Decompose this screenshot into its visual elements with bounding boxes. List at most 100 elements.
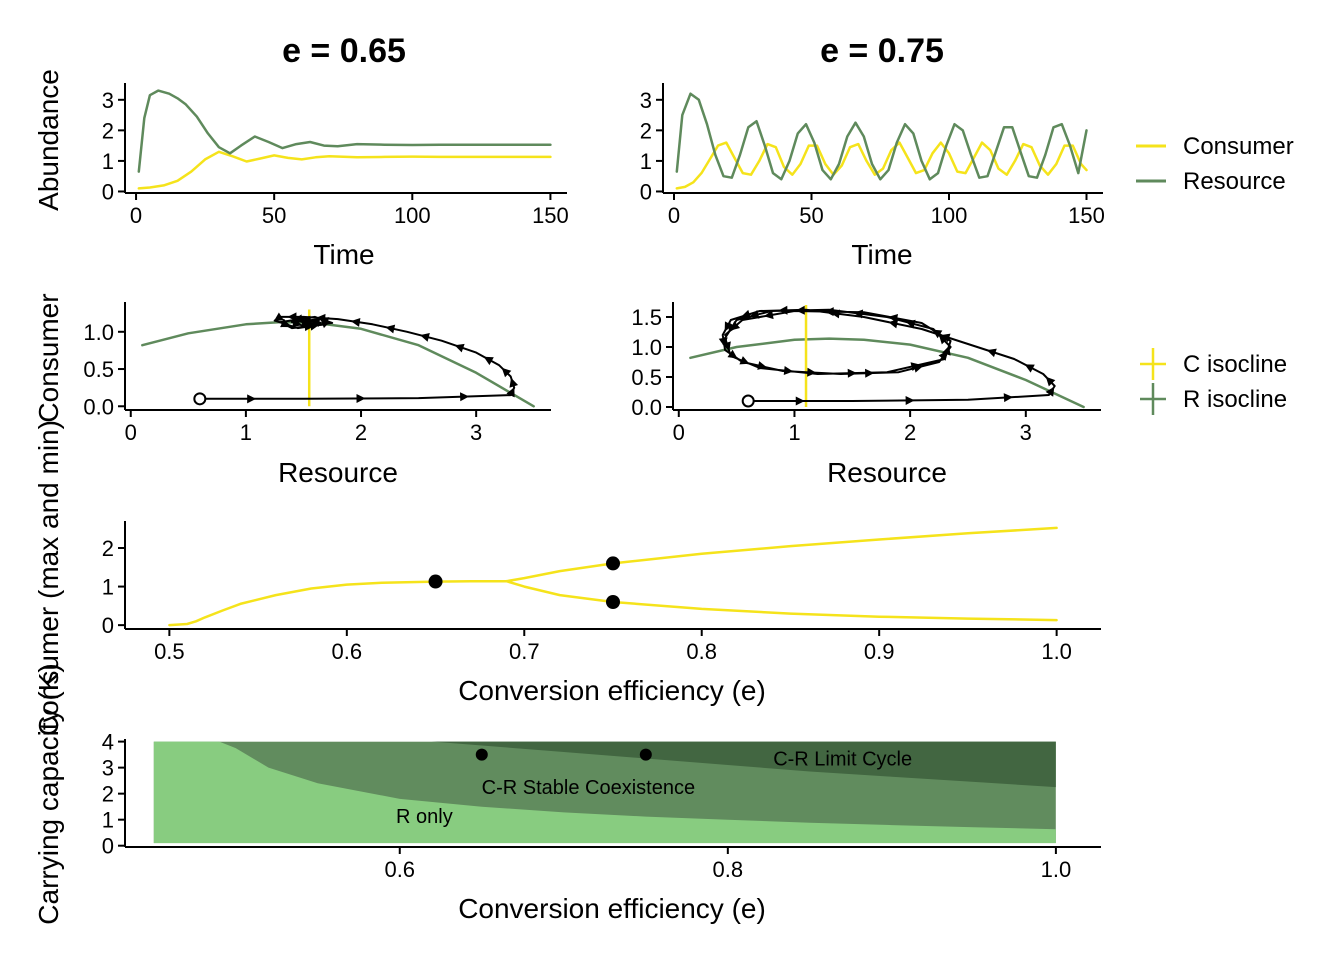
y-tick-label: 1 — [102, 149, 114, 174]
trajectory-arrow — [942, 345, 951, 356]
x-tick-label: 50 — [799, 203, 823, 228]
x-tick-label: 1.0 — [1041, 639, 1072, 664]
start-point — [193, 392, 207, 406]
trajectory-arrow — [910, 362, 921, 371]
xlabel-efficiency-bifurcation: Conversion efficiency (e) — [458, 675, 766, 706]
y-tick-label: 1 — [640, 149, 652, 174]
trajectory-arrow — [830, 309, 840, 319]
ylabel-carrying-capacity: Carrying capacity (K) — [33, 663, 64, 924]
y-tick-label: 1 — [102, 575, 114, 600]
trajectory-arrow — [506, 387, 515, 398]
trajectory-arrow — [483, 356, 494, 366]
y-tick-label: 2 — [102, 782, 114, 807]
region-label-2: C-R Limit Cycle — [773, 749, 912, 771]
timeseries-plot-e065: 0 50 100 150 0 1 2 3 — [102, 83, 569, 228]
legend-consumer-label: Consumer — [1183, 133, 1294, 160]
trajectory-arrow — [247, 394, 257, 404]
xlabel-time-left: Time — [313, 239, 374, 270]
trajectory-arrow — [932, 329, 943, 339]
trajectory-arrow — [1024, 364, 1035, 373]
trajectory-arrow — [718, 337, 728, 347]
trajectory-arrow — [501, 367, 512, 378]
trajectory-arrow — [824, 307, 834, 317]
x-tick-label: 0 — [673, 420, 685, 445]
x-tick-label: 3 — [1020, 420, 1032, 445]
y-tick-label: 2 — [640, 118, 652, 143]
region-r-only — [153, 741, 1056, 844]
series-line-resource — [675, 92, 1088, 181]
xlabel-efficiency-regions: Conversion efficiency (e) — [458, 893, 766, 924]
panel-title-left: e = 0.65 — [282, 32, 406, 70]
region-label-0: R only — [396, 806, 453, 828]
trajectory-arrow — [727, 349, 738, 359]
x-tick-label: 0.8 — [686, 639, 717, 664]
x-tick-label: 0.8 — [713, 857, 744, 882]
legend-r-isocline-label: R isocline — [1183, 386, 1287, 413]
trajectory-arrow — [795, 305, 805, 315]
xlabel-resource-left: Resource — [278, 457, 398, 488]
xlabel-resource-right: Resource — [827, 457, 947, 488]
trajectory-arrow — [280, 319, 291, 328]
x-tick-label: 0 — [130, 203, 142, 228]
y-tick-label: 0 — [102, 613, 114, 638]
x-tick-label: 150 — [1068, 203, 1105, 228]
x-tick-label: 1.0 — [1041, 857, 1072, 882]
x-tick-label: 0.9 — [864, 639, 895, 664]
y-tick-label: 3 — [102, 756, 114, 781]
bifurcation-plot: 0.5 0.6 0.7 0.8 0.9 1.0 0 1 2 — [102, 521, 1101, 664]
y-tick-label: 0.0 — [83, 394, 114, 419]
trajectory-arrow — [301, 318, 311, 328]
trajectory-arrow — [1003, 393, 1013, 403]
y-tick-label: 4 — [102, 730, 114, 755]
trajectory-arrow — [356, 393, 366, 403]
trajectory-arrow — [853, 309, 864, 319]
trajectory-arrow — [778, 305, 788, 315]
trajectory-arrow — [865, 368, 875, 378]
series-line-resource — [137, 89, 552, 173]
y-tick-label: 3 — [102, 88, 114, 113]
x-tick-label: 3 — [470, 420, 482, 445]
region-limit-cycle — [432, 741, 1056, 788]
trajectory-arrow — [757, 361, 768, 370]
trajectory-arrow — [847, 368, 857, 378]
trajectory-arrow — [454, 343, 465, 353]
trajectory-arrow — [460, 392, 470, 402]
x-tick-label: 50 — [262, 203, 286, 228]
trajectory-arrow — [795, 396, 805, 406]
trajectory-arrow — [763, 310, 774, 320]
x-tick-label: 1 — [240, 420, 252, 445]
trajectory-arrow — [938, 334, 949, 345]
regions-plot: R only C-R Stable Coexistence C-R Limit Cy… — [102, 730, 1101, 882]
x-tick-label: 100 — [394, 203, 431, 228]
x-tick-label: 100 — [931, 203, 968, 228]
trajectory-arrow — [807, 367, 817, 377]
y-tick-label: 1.0 — [83, 320, 114, 345]
x-tick-label: 0.5 — [154, 639, 185, 664]
x-tick-label: 0.6 — [332, 639, 363, 664]
y-tick-label: 0 — [640, 179, 652, 204]
x-tick-label: 0 — [125, 420, 137, 445]
legend-phase: C isocline R isocline — [1140, 348, 1287, 415]
x-tick-label: 0 — [668, 203, 680, 228]
start-point — [741, 394, 755, 408]
phase-plot-e065: 0 1 2 3 0.0 0.5 1.0 — [83, 302, 551, 445]
region-label-1: C-R Stable Coexistence — [482, 777, 695, 799]
phase-plot-e075: 0 1 2 3 0.0 0.5 1.0 1.5 — [631, 302, 1101, 445]
trajectory-arrow — [419, 333, 430, 342]
x-tick-label: 150 — [532, 203, 569, 228]
legend-timeseries: Consumer Resource — [1136, 133, 1294, 195]
y-tick-label: 3 — [640, 88, 652, 113]
trajectory-arrow — [292, 318, 302, 327]
trajectory-arrow — [1045, 376, 1056, 387]
trajectory-arrow — [739, 356, 750, 365]
r-isocline-line — [689, 337, 1085, 409]
trajectory-arrow — [385, 324, 396, 334]
y-tick-label: 0.5 — [83, 357, 114, 382]
panel-title-right: e = 0.75 — [820, 32, 944, 70]
y-tick-label: 1.0 — [631, 335, 662, 360]
trajectory-arrow — [350, 317, 361, 327]
y-tick-label: 0 — [102, 834, 114, 859]
trajectory-arrow — [730, 321, 741, 331]
trajectory-arrow — [722, 341, 731, 352]
